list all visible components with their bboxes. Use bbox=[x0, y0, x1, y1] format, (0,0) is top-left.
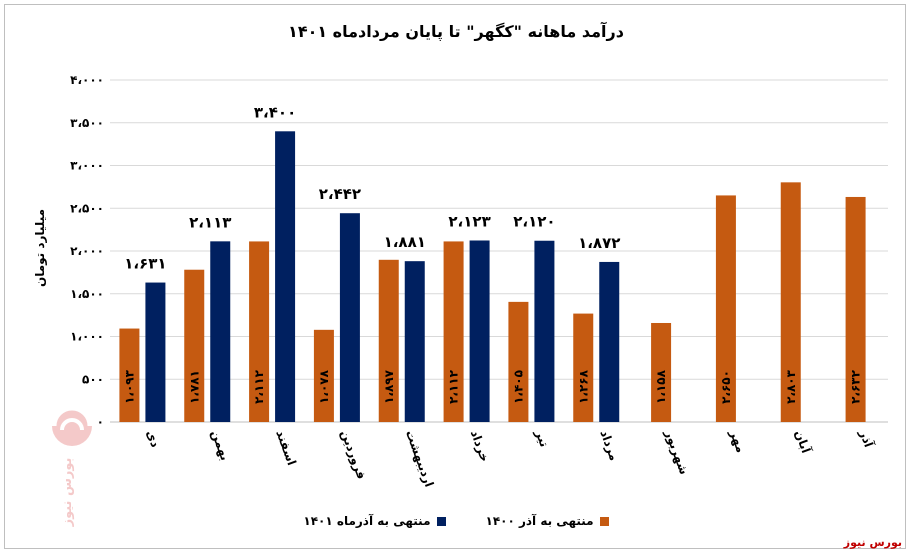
category-label: اسفند bbox=[273, 428, 299, 467]
y-tick-label: ۱،۵۰۰ bbox=[70, 287, 104, 301]
legend-label-1401: منتهی به آذرماه ۱۴۰۱ bbox=[303, 514, 431, 528]
legend-swatch-1400 bbox=[599, 516, 609, 526]
bar-1401 bbox=[145, 282, 166, 422]
bar-1400 bbox=[443, 241, 464, 422]
bar-1400 bbox=[378, 259, 399, 422]
category-label: بهمن bbox=[208, 428, 232, 462]
chart-title: درآمد ماهانه "کگهر" تا پایان مردادماه ۱۴… bbox=[288, 22, 624, 41]
data-label-1400: ۱،۲۶۸ bbox=[576, 369, 590, 404]
category-label: آبان bbox=[792, 428, 814, 456]
bar-1400 bbox=[780, 182, 801, 422]
bar-1400 bbox=[249, 241, 270, 422]
data-label-1401: ۳،۴۰۰ bbox=[254, 103, 296, 121]
data-label-1401: ۱،۸۸۱ bbox=[384, 233, 426, 251]
legend-label-1400: منتهی به آذر ۱۴۰۰ bbox=[485, 514, 594, 528]
category-label: مرداد bbox=[597, 428, 621, 462]
category-label: اردیبهشت bbox=[403, 428, 436, 489]
legend-swatch-1401 bbox=[436, 516, 446, 526]
data-label-1400: ۱،۴۰۵ bbox=[511, 370, 525, 404]
bar-1401 bbox=[339, 213, 360, 422]
bar-1400 bbox=[184, 269, 205, 422]
data-label-1400: ۲،۶۵۰ bbox=[719, 370, 733, 404]
data-label-1400: ۱،۰۹۳ bbox=[122, 369, 136, 404]
bar-1401 bbox=[210, 241, 231, 422]
category-label: شهریور bbox=[661, 427, 691, 476]
y-tick-label: ۳،۰۰۰ bbox=[70, 159, 104, 173]
y-tick-label: ۵۰۰ bbox=[82, 372, 104, 386]
y-axis-title: میلیارد تومان bbox=[33, 209, 48, 287]
legend-item-1401: منتهی به آذرماه ۱۴۰۱ bbox=[303, 514, 446, 528]
data-label-1400: ۲،۱۱۲ bbox=[447, 369, 461, 404]
bar-1401 bbox=[404, 261, 425, 422]
legend-item-1400: منتهی به آذر ۱۴۰۰ bbox=[486, 514, 609, 528]
data-label-1400: ۲،۸۰۳ bbox=[784, 369, 798, 404]
data-label-1401: ۲،۱۱۳ bbox=[189, 213, 231, 231]
data-label-1400: ۱،۰۷۸ bbox=[317, 369, 331, 404]
y-tick-label: ۲،۵۰۰ bbox=[70, 201, 104, 215]
bar-1400 bbox=[845, 196, 866, 422]
category-label: تیر bbox=[532, 427, 551, 449]
bar-1400 bbox=[573, 313, 594, 422]
y-tick-label: ۲،۰۰۰ bbox=[70, 244, 104, 258]
data-label-1401: ۱،۸۷۲ bbox=[578, 234, 620, 252]
data-label-1401: ۱،۶۳۱ bbox=[124, 255, 166, 273]
bourse-news-watermark: بورس نیوز bbox=[51, 405, 93, 528]
bar-1400 bbox=[651, 322, 672, 422]
data-label-1400: ۱،۷۸۱ bbox=[187, 370, 201, 404]
data-label-1401: ۲،۴۴۲ bbox=[319, 185, 361, 203]
chart-border bbox=[4, 4, 906, 549]
data-label-1401: ۲،۱۲۰ bbox=[513, 213, 555, 231]
category-label: آذر bbox=[856, 427, 877, 450]
data-label-1400: ۲،۶۳۲ bbox=[849, 369, 863, 404]
y-tick-label: ۳،۵۰۰ bbox=[70, 116, 104, 130]
bar-1400 bbox=[313, 329, 334, 422]
category-label: خرداد bbox=[468, 428, 492, 463]
category-label: فروردین bbox=[337, 428, 369, 481]
category-label: مهر bbox=[727, 427, 748, 454]
watermark-text: بورس نیوز bbox=[60, 458, 75, 528]
bar-1401 bbox=[275, 131, 296, 423]
y-tick-label: ۱،۰۰۰ bbox=[70, 330, 104, 344]
bar-1400 bbox=[508, 301, 529, 422]
chart-legend: منتهی به آذر ۱۴۰۰ منتهی به آذرماه ۱۴۰۱ bbox=[0, 514, 912, 528]
brand-label: بورس نیوز bbox=[843, 536, 902, 549]
bar-1401 bbox=[469, 240, 490, 422]
bar-1401 bbox=[599, 261, 620, 422]
category-label: دی bbox=[144, 428, 163, 449]
bar-1400 bbox=[715, 195, 736, 422]
data-label-1400: ۱،۸۹۷ bbox=[382, 369, 396, 404]
y-tick-label: ۴،۰۰۰ bbox=[70, 73, 104, 87]
bar-1401 bbox=[534, 240, 555, 422]
bar-1400 bbox=[119, 328, 140, 422]
y-tick-label: ۰ bbox=[97, 415, 104, 429]
data-label-1400: ۱،۱۵۸ bbox=[654, 369, 668, 404]
data-label-1400: ۲،۱۱۲ bbox=[252, 369, 266, 404]
data-label-1401: ۲،۱۲۳ bbox=[448, 212, 490, 230]
